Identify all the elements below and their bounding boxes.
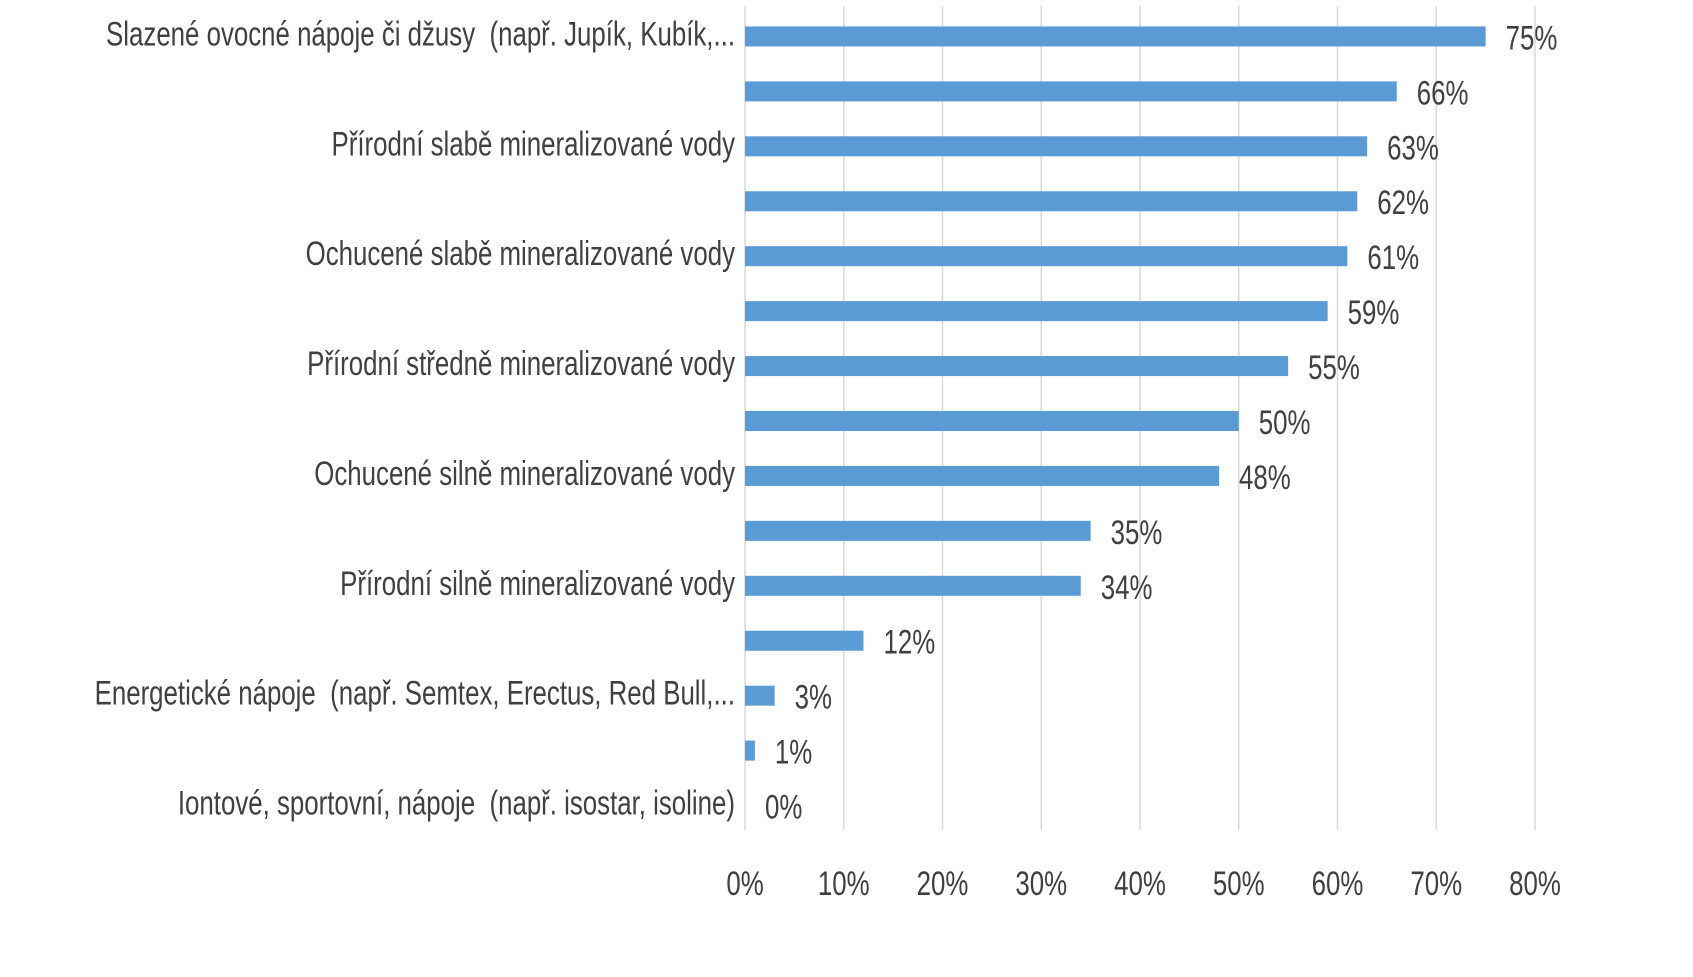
data-label: 48% xyxy=(1239,460,1291,497)
x-tick-label: 40% xyxy=(1114,866,1166,903)
y-tick-label: Ochucené silně mineralizované vody xyxy=(314,456,735,493)
bar xyxy=(745,246,1348,267)
bar xyxy=(745,575,1081,596)
bar xyxy=(745,685,775,706)
data-label: 3% xyxy=(795,679,832,716)
bar xyxy=(745,740,755,761)
bar xyxy=(745,301,1328,322)
x-tick-label: 80% xyxy=(1509,866,1561,903)
bar xyxy=(745,191,1358,212)
data-label: 12% xyxy=(884,624,936,661)
x-tick-label: 60% xyxy=(1312,866,1364,903)
y-tick-label: Přírodní silně mineralizované vody xyxy=(340,565,736,602)
bar xyxy=(745,630,864,651)
bar xyxy=(745,520,1091,541)
x-tick-label: 0% xyxy=(726,866,763,903)
data-label: 0% xyxy=(765,789,802,826)
data-label: 34% xyxy=(1101,569,1153,606)
x-tick-label: 10% xyxy=(818,866,870,903)
bar xyxy=(745,81,1397,102)
x-tick-label: 20% xyxy=(917,866,969,903)
y-tick-label: Přírodní středně mineralizované vody xyxy=(307,346,736,383)
x-tick-label: 50% xyxy=(1213,866,1265,903)
data-label: 1% xyxy=(775,734,812,771)
bar xyxy=(745,136,1368,157)
data-label: 55% xyxy=(1308,350,1360,387)
x-tick-label: 30% xyxy=(1015,866,1067,903)
y-tick-label: Přírodní slabě mineralizované vody xyxy=(332,126,736,163)
data-label: 62% xyxy=(1377,185,1429,222)
bar xyxy=(745,26,1486,47)
y-tick-label: Ochucené slabě mineralizované vody xyxy=(306,236,736,273)
data-label: 61% xyxy=(1367,240,1419,277)
y-tick-label: Energetické nápoje (např. Semtex, Erectu… xyxy=(95,675,735,712)
bar xyxy=(745,465,1219,486)
data-label: 35% xyxy=(1111,515,1163,552)
bar xyxy=(745,411,1239,431)
y-tick-label: Slazené ovocné nápoje či džusy (např. Ju… xyxy=(106,16,735,53)
x-tick-label: 70% xyxy=(1410,866,1462,903)
bar xyxy=(745,356,1289,377)
data-label: 75% xyxy=(1506,20,1558,57)
data-label: 50% xyxy=(1259,405,1311,442)
data-label: 59% xyxy=(1348,295,1400,332)
data-label: 63% xyxy=(1387,130,1439,167)
y-tick-label: Iontové, sportovní, nápoje (např. isosta… xyxy=(178,785,735,822)
data-label: 66% xyxy=(1417,75,1469,112)
